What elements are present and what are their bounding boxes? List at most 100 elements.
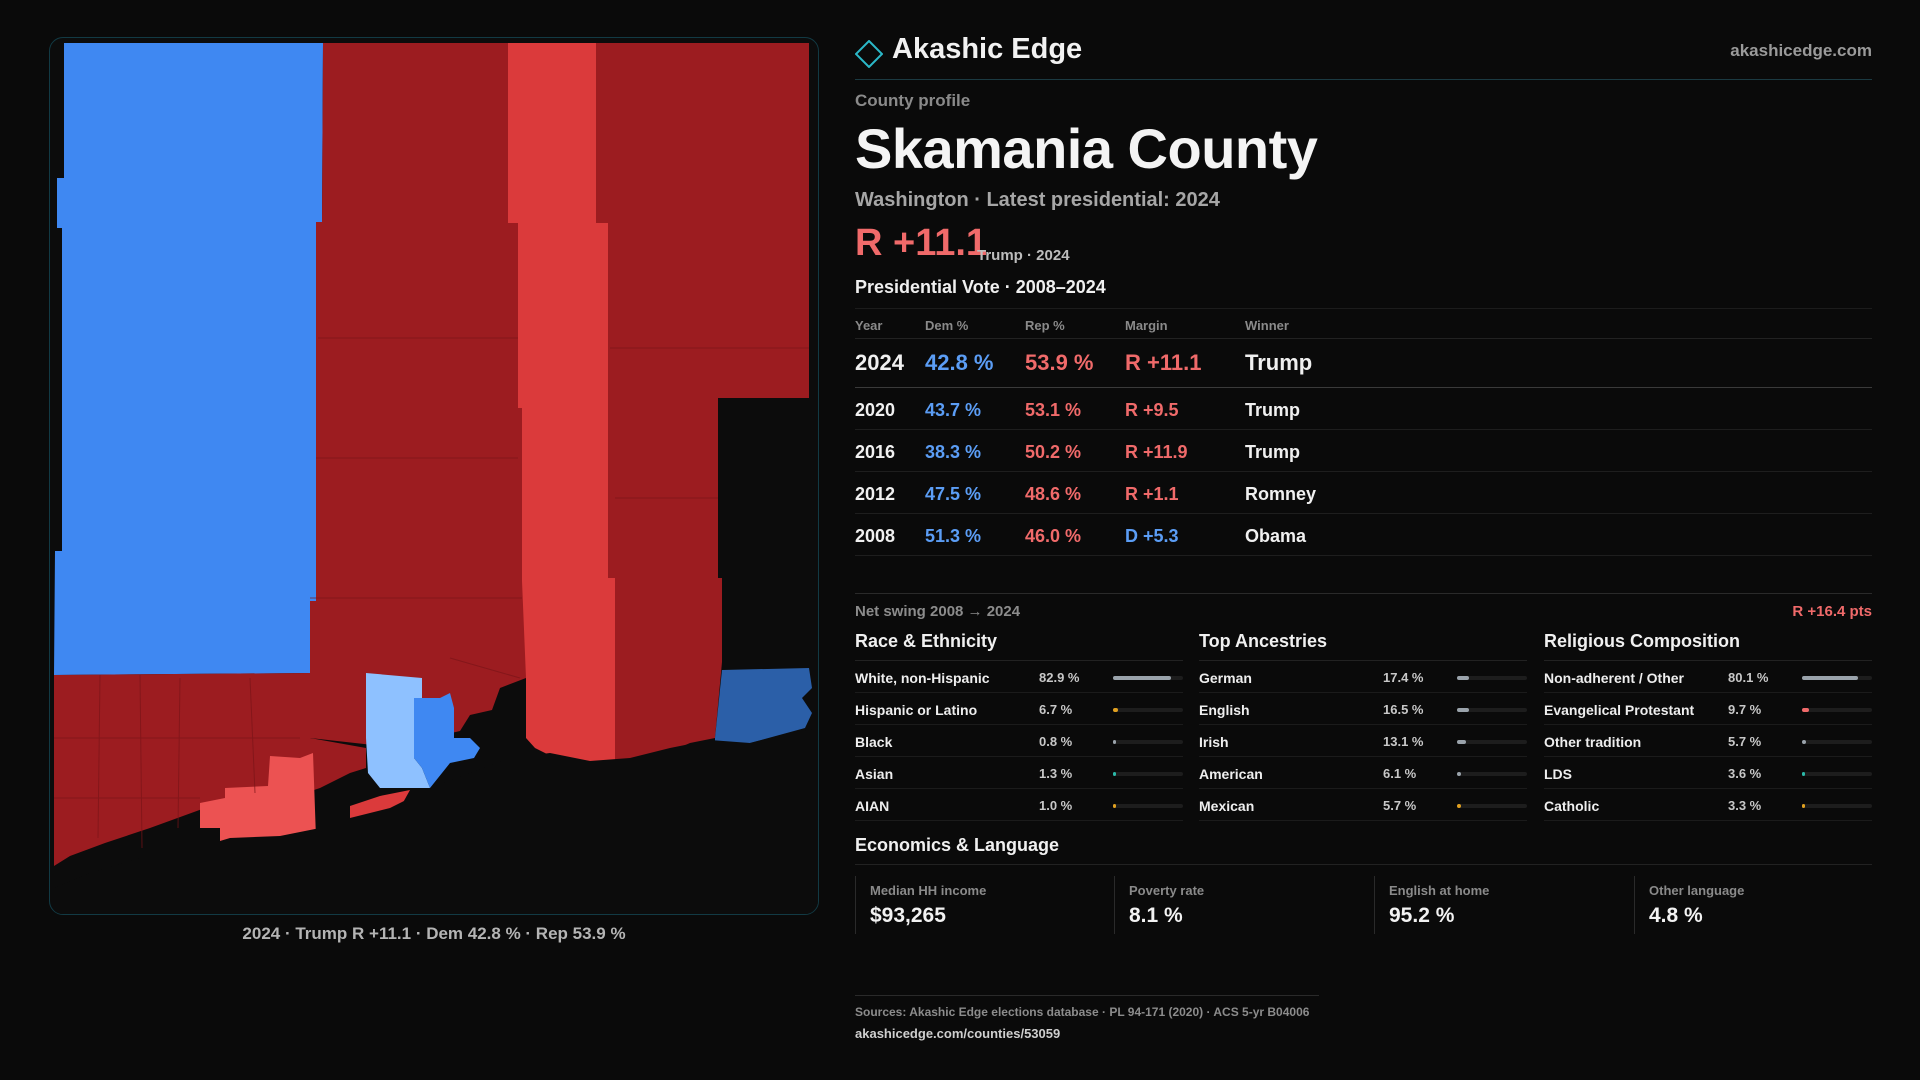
item-bar-fill (1113, 804, 1116, 808)
item-bar-track (1457, 804, 1527, 808)
row-year: 2008 (855, 526, 896, 546)
item-bar-fill (1457, 676, 1470, 680)
item-bar-track (1802, 708, 1872, 712)
precinct-dem-northwest[interactable] (54, 43, 323, 675)
header: Akashic Edge akashicedge.com (855, 28, 1872, 80)
item-percent: 82.9 % (1039, 670, 1080, 685)
item-bar-track (1113, 676, 1183, 680)
item-bar-track (1802, 772, 1872, 776)
header-winner: Winner (1245, 318, 1289, 333)
econ-value: 8.1 % (1129, 904, 1183, 927)
row-year: 2016 (855, 442, 896, 462)
precinct-map[interactable] (49, 37, 819, 915)
row-winner: Trump (1245, 400, 1301, 420)
row-margin: D +5.3 (1125, 526, 1179, 546)
item-label: Mexican (1199, 798, 1255, 814)
table-row: 2008 51.3 % 46.0 % D +5.3 Obama (855, 514, 1872, 556)
list-item: German 17.4 % (1199, 661, 1527, 693)
row-year: 2024 (855, 350, 904, 375)
item-percent: 1.3 % (1039, 766, 1073, 781)
list-item: LDS 3.6 % (1544, 757, 1872, 789)
brand-url[interactable]: akashicedge.com (1730, 41, 1872, 60)
item-percent: 6.1 % (1383, 766, 1417, 781)
item-bar-track (1113, 804, 1183, 808)
precinct-rep-strip[interactable] (508, 43, 615, 764)
list-item: Black 0.8 % (855, 725, 1183, 757)
item-label: Catholic (1544, 798, 1600, 814)
item-bar-track (1802, 740, 1872, 744)
item-bar-fill (1457, 804, 1461, 808)
row-dem: 51.3 % (925, 526, 982, 546)
row-margin: R +9.5 (1125, 400, 1179, 420)
precinct-dem-mid[interactable] (414, 693, 480, 788)
subtitle: Washington · Latest presidential: 2024 (855, 189, 1220, 211)
list-item: Mexican 5.7 % (1199, 789, 1527, 821)
econ-stat-poverty: Poverty rate 8.1 % (1114, 876, 1362, 934)
item-bar-fill (1802, 740, 1806, 744)
list-item: American 6.1 % (1199, 757, 1527, 789)
vote-table-title: Presidential Vote · 2008–2024 (855, 277, 1106, 297)
precinct-rep-central[interactable] (310, 43, 526, 748)
row-rep: 53.9 % (1025, 350, 1094, 375)
precinct-dem-east[interactable] (715, 668, 812, 750)
item-percent: 6.7 % (1039, 702, 1073, 717)
race-section: Race & Ethnicity White, non-Hispanic 82.9… (855, 631, 1183, 821)
item-percent: 3.6 % (1728, 766, 1762, 781)
item-bar-fill (1802, 708, 1809, 712)
net-swing: Net swing 2008 → 2024 R +16.4 pts (855, 593, 1872, 623)
row-winner: Romney (1245, 484, 1317, 504)
table-row: 2024 42.8 % 53.9 % R +11.1 Trump (855, 339, 1872, 388)
table-row: 2012 47.5 % 48.6 % R +1.1 Romney (855, 472, 1872, 514)
list-item: Non-adherent / Other 80.1 % (1544, 661, 1872, 693)
item-label: American (1199, 766, 1263, 782)
precinct-rep-east[interactable] (596, 43, 809, 763)
eyebrow: County profile (855, 91, 971, 110)
ancestry-section: Top Ancestries German 17.4 % English 16.5 %… (1199, 631, 1527, 821)
item-label: Hispanic or Latino (855, 702, 978, 718)
item-label: Irish (1199, 734, 1229, 750)
item-label: Other tradition (1544, 734, 1642, 750)
precinct-map-svg (54, 43, 818, 914)
race-title: Race & Ethnicity (855, 631, 1183, 661)
header-rep: Rep % (1025, 318, 1065, 333)
row-margin: R +11.9 (1125, 442, 1188, 462)
row-rep: 53.1 % (1025, 400, 1082, 420)
item-bar-track (1113, 772, 1183, 776)
precinct-rep-southwest[interactable] (54, 673, 366, 866)
row-rep: 50.2 % (1025, 442, 1082, 462)
religion-title: Religious Composition (1544, 631, 1872, 661)
row-dem: 47.5 % (925, 484, 982, 504)
item-bar-track (1113, 740, 1183, 744)
item-label: Asian (855, 766, 894, 782)
item-bar-track (1802, 804, 1872, 808)
headline-margin-note: Trump · 2024 (977, 247, 1070, 264)
row-dem: 38.3 % (925, 442, 982, 462)
item-bar-fill (1802, 676, 1859, 680)
item-bar-fill (1113, 676, 1172, 680)
item-bar-fill (1457, 772, 1462, 776)
econ-value: $93,265 (870, 904, 946, 927)
footer-url[interactable]: akashicedge.com/counties/53059 (855, 1026, 1061, 1041)
row-dem: 42.8 % (925, 350, 994, 375)
item-bar-fill (1113, 772, 1116, 776)
econ-stat-other-language: Other language 4.8 % (1634, 876, 1882, 934)
net-swing-value: R +16.4 pts (1792, 603, 1872, 620)
row-rep: 48.6 % (1025, 484, 1082, 504)
item-label: Evangelical Protestant (1544, 702, 1695, 718)
item-percent: 17.4 % (1383, 670, 1424, 685)
list-item: AIAN 1.0 % (855, 789, 1183, 821)
row-margin: R +11.1 (1125, 350, 1202, 375)
item-percent: 5.7 % (1728, 734, 1762, 749)
net-swing-label: Net swing 2008 → 2024 (855, 603, 1021, 620)
item-bar-fill (1802, 772, 1805, 776)
row-winner: Trump (1245, 442, 1301, 462)
econ-label: Poverty rate (1129, 883, 1205, 898)
item-percent: 9.7 % (1728, 702, 1762, 717)
item-label: Black (855, 734, 893, 750)
row-winner: Obama (1245, 526, 1307, 546)
item-percent: 5.7 % (1383, 798, 1417, 813)
ancestry-title: Top Ancestries (1199, 631, 1527, 661)
page-title: Skamania County (855, 117, 1318, 180)
vote-table-header: Year Dem % Rep % Margin Winner (855, 309, 1872, 339)
item-bar-track (1457, 676, 1527, 680)
